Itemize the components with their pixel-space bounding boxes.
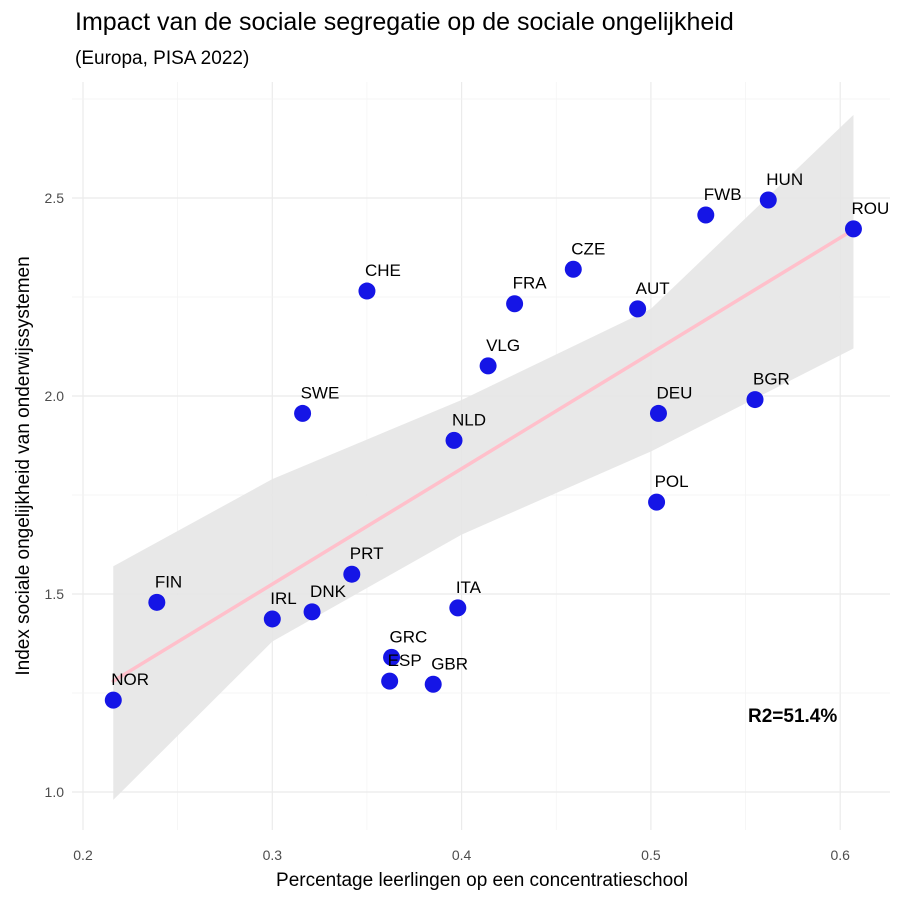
points-layer [104,191,862,709]
point-label-esp: ESP [388,651,422,670]
point-label-prt: PRT [350,544,384,563]
trend-line [111,227,856,683]
x-tick-label: 0.6 [830,847,850,863]
y-tick-label: 1.5 [45,586,65,602]
point-label-dnk: DNK [310,582,347,601]
point-label-rou: ROU [851,199,889,218]
data-point-nor [104,691,122,709]
point-label-irl: IRL [270,589,296,608]
point-label-deu: DEU [656,383,692,402]
data-point-esp [381,672,399,690]
point-label-gbr: GBR [431,654,468,673]
x-tick-label: 0.3 [263,847,283,863]
data-point-prt [343,565,361,583]
x-tick-label: 0.2 [73,847,93,863]
point-label-pol: POL [655,472,689,491]
data-point-pol [648,493,666,511]
data-point-cze [564,260,582,278]
y-tick-label: 2.5 [45,190,65,206]
data-point-grc [383,648,401,666]
r2-annotation: R2=51.4% [748,706,837,727]
trend-line-layer [111,227,856,683]
data-point-nld [445,431,463,449]
chart-title: Impact van de sociale segregatie op de s… [75,8,734,36]
point-label-ita: ITA [456,578,482,597]
point-label-che: CHE [365,261,401,280]
point-label-grc: GRC [390,627,428,646]
point-label-vlg: VLG [486,336,520,355]
point-label-nld: NLD [452,410,486,429]
y-axis-title: Index sociale ongelijkheid van onderwijs… [13,256,34,675]
data-point-fwb [697,206,715,224]
x-tick-label: 0.4 [452,847,472,863]
data-point-che [358,282,376,300]
point-label-aut: AUT [636,279,670,298]
point-label-hun: HUN [766,170,803,189]
point-label-fra: FRA [513,274,548,293]
point-label-nor: NOR [111,670,149,689]
point-label-cze: CZE [571,239,605,258]
data-point-gbr [424,675,442,693]
data-point-swe [294,404,312,422]
point-label-bgr: BGR [753,370,790,389]
data-point-dnk [303,603,321,621]
chart-subtitle: (Europa, PISA 2022) [75,48,249,69]
point-label-fin: FIN [155,572,182,591]
data-point-fra [506,295,524,313]
data-point-aut [629,300,647,318]
data-point-rou [844,220,862,238]
data-point-hun [759,191,777,209]
data-point-ita [449,599,467,617]
point-label-swe: SWE [301,383,340,402]
x-axis-title: Percentage leerlingen op een concentrati… [276,870,688,891]
y-tick-label: 1.0 [45,784,65,800]
y-tick-label: 2.0 [45,388,65,404]
data-point-bgr [746,391,764,409]
tick-labels-layer: 0.2 0.3 0.4 0.5 0.6 1.0 1.5 2.0 2.5 [45,190,851,863]
point-label-fwb: FWB [704,185,742,204]
data-point-deu [649,404,667,422]
x-tick-label: 0.5 [641,847,661,863]
data-point-fin [148,593,166,611]
data-point-irl [263,610,281,628]
data-point-vlg [479,357,497,375]
